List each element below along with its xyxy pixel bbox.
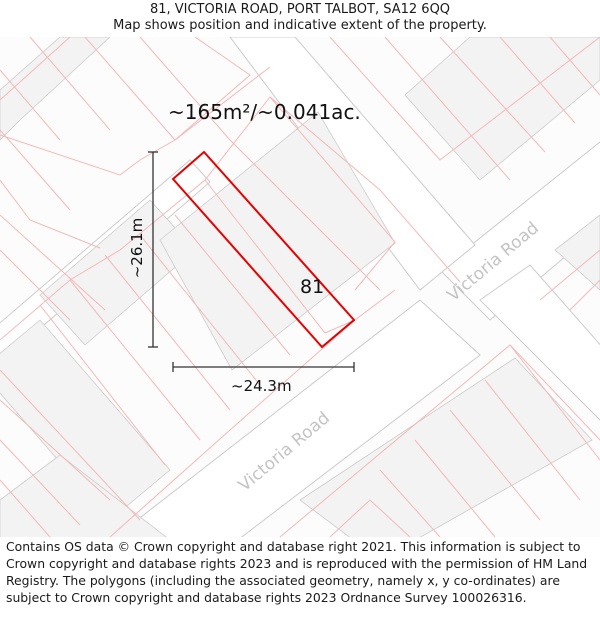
property-address: 81, VICTORIA ROAD, PORT TALBOT, SA12 6QQ xyxy=(149,2,451,17)
plot-number-label: 81 xyxy=(300,276,325,298)
copyright-notice: Contains OS data © Crown copyright and d… xyxy=(6,539,588,605)
area-label: ~165m²/~0.041ac. xyxy=(168,100,361,124)
dimension-lines xyxy=(148,151,355,372)
cross-road-southeast xyxy=(479,264,600,421)
width-dimension-label: ~24.3m xyxy=(231,377,292,395)
property-boundary[interactable] xyxy=(171,150,356,349)
property-map[interactable]: ~165m²/~0.041ac. 81 ~26.1m ~24.3m Victor… xyxy=(0,37,600,537)
map-header: 81, VICTORIA ROAD, PORT TALBOT, SA12 6QQ… xyxy=(0,0,600,37)
victoria-road-upper xyxy=(439,141,600,321)
victoria-road-lower xyxy=(114,299,481,537)
height-dimension-label: ~26.1m xyxy=(128,217,146,279)
parcel-boundaries xyxy=(0,37,600,537)
map-subtitle: Map shows position and indicative extent… xyxy=(113,18,487,33)
buildings xyxy=(0,37,600,537)
